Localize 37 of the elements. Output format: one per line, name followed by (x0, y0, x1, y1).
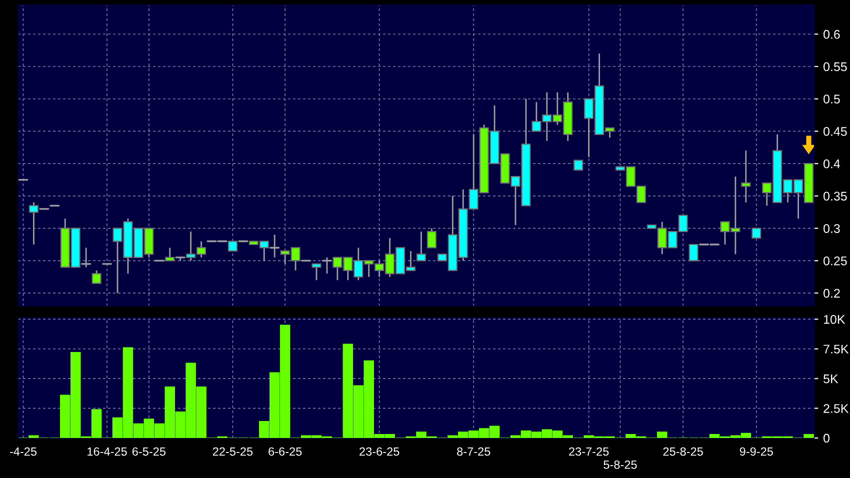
x-tick-label: 22-5-25 (212, 447, 253, 456)
candlestick (688, 244, 698, 262)
x-tick-label: 23-6-25 (360, 447, 400, 456)
y-tick-label: 7.5K (824, 344, 849, 354)
x-tick-label: 9-9-25 (740, 447, 773, 456)
x-tick-label: 6-6-25 (268, 447, 302, 456)
x-tick-label: 16-4-25 (88, 447, 127, 456)
y-tick-label: 0.45 (824, 127, 847, 136)
y-tick-label: 2.5K (824, 404, 849, 413)
candlestick (228, 240, 238, 252)
candlestick (752, 228, 762, 239)
candlestick (270, 234, 280, 258)
y-tick-label: 0.6 (824, 30, 840, 39)
candlestick (426, 228, 436, 248)
y-tick-label: 0.5 (824, 94, 840, 104)
candlestick (416, 230, 426, 262)
x-tick-label: 5-8-25 (604, 460, 637, 469)
x-tick-label: -4-25 (10, 447, 37, 456)
x-tick-label: 23-7-25 (569, 447, 609, 456)
y-tick-label: 0.55 (824, 62, 847, 72)
y-tick-label: 0 (824, 434, 830, 443)
candlestick (574, 160, 584, 171)
candlestick (92, 270, 102, 284)
y-tick-label: 0.2 (824, 288, 840, 298)
y-tick-label: 0.3 (824, 224, 840, 233)
x-tick-label: 8-7-25 (457, 447, 490, 456)
y-tick-label: 0.25 (824, 256, 847, 266)
candlestick (312, 263, 322, 281)
x-tick-label: 6-5-25 (132, 447, 166, 456)
y-tick-label: 0.35 (824, 192, 847, 201)
x-tick-label: 25-8-25 (663, 447, 703, 456)
candlestick (741, 150, 751, 204)
y-tick-label: 10K (824, 314, 846, 324)
y-tick-label: 0.4 (824, 159, 840, 168)
candlestick (81, 247, 92, 268)
y-tick-label: 5K (824, 374, 838, 384)
candlestick (322, 256, 332, 274)
